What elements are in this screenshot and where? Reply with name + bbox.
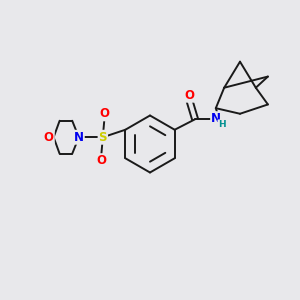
Text: H: H bbox=[218, 120, 226, 129]
Text: S: S bbox=[99, 131, 107, 144]
Text: N: N bbox=[211, 112, 221, 125]
Text: O: O bbox=[99, 107, 109, 120]
Text: O: O bbox=[185, 89, 195, 102]
Text: N: N bbox=[74, 131, 84, 144]
Text: O: O bbox=[44, 131, 54, 144]
Text: O: O bbox=[96, 154, 106, 167]
